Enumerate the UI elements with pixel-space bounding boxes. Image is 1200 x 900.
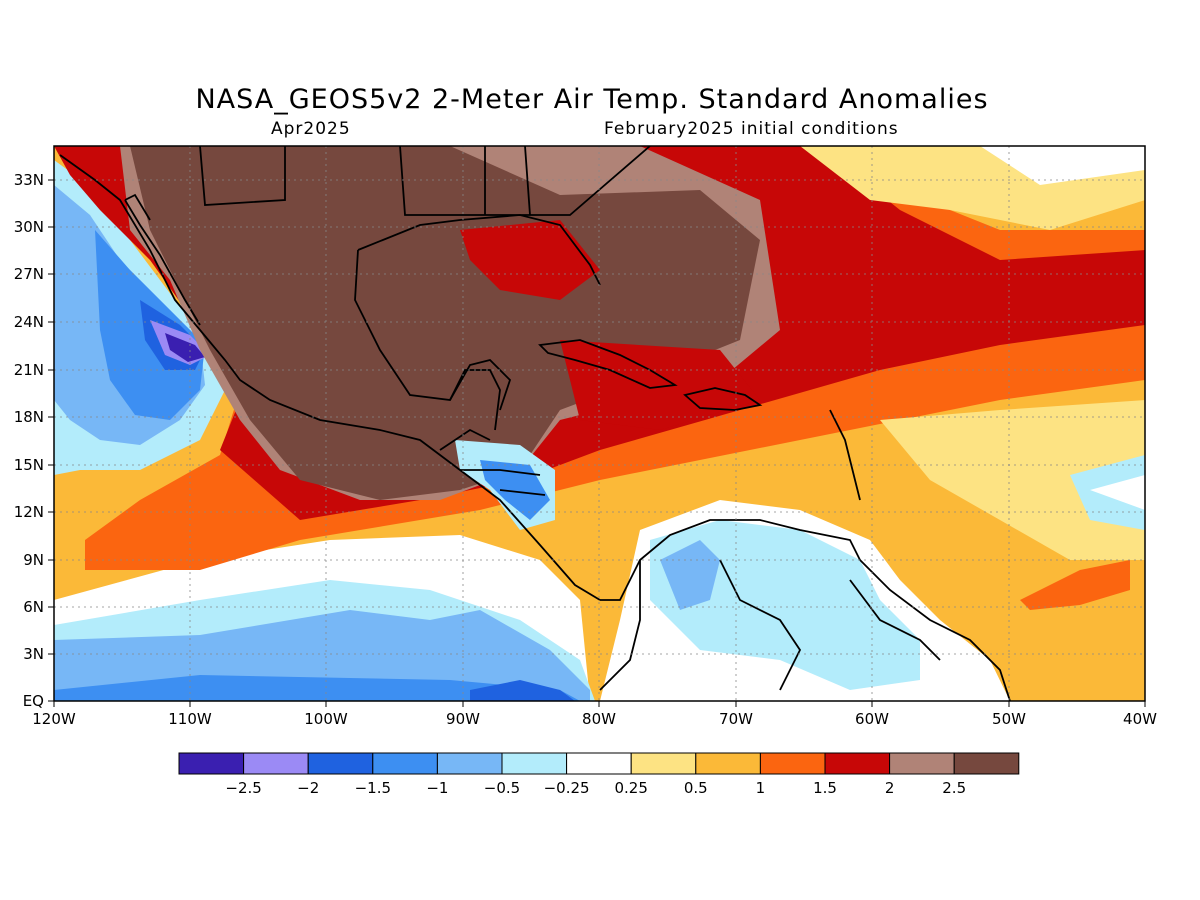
lon-label: 40W	[1123, 710, 1157, 728]
colorbar-label: 1.5	[813, 779, 837, 797]
lon-label: 100W	[304, 710, 348, 728]
initial-conditions-label: February2025 initial conditions	[604, 119, 899, 139]
lon-label: 80W	[582, 710, 616, 728]
cuba	[538, 339, 678, 389]
south-america-borders	[599, 559, 941, 691]
southern-cool-band-4	[54, 675, 580, 701]
map-title: NASA_GEOS5v2 2-Meter Air Temp. Standard …	[195, 84, 989, 115]
colorbar-swatch	[436, 752, 503, 775]
colorbar-swatch	[372, 752, 438, 775]
lon-label: 120W	[32, 710, 76, 728]
lat-label: EQ	[23, 692, 44, 710]
latitude-labels: EQ 3N 6N 9N 12N 15N 18N 21N 24N 27N 30N …	[14, 171, 44, 710]
atlantic-warm-band	[880, 400, 1145, 560]
lon-label: 90W	[446, 710, 480, 728]
forecast-month-label: Apr2025	[271, 119, 351, 139]
pacific-coldest-spot	[165, 333, 205, 362]
gulf-hot-patch	[460, 220, 600, 300]
colorbar-swatch	[178, 752, 245, 775]
colorbar-swatch	[953, 752, 1020, 775]
axis-ticks	[48, 179, 1146, 707]
south-america-cool-2	[660, 540, 720, 610]
lat-label: 12N	[14, 503, 44, 521]
gridlines	[54, 146, 1145, 701]
lat-label: 33N	[14, 171, 44, 189]
colorbar-swatch	[501, 752, 568, 775]
lon-label: 70W	[719, 710, 753, 728]
colorbar-swatch	[889, 752, 955, 775]
lat-label: 15N	[14, 456, 44, 474]
yucatan	[449, 359, 512, 411]
colorbar-label: −0.25	[544, 779, 590, 797]
colorbar-swatch	[630, 752, 697, 775]
colorbar-label: 0.25	[614, 779, 647, 797]
colorbar-swatch	[566, 752, 632, 775]
south-america-coast	[600, 519, 1011, 701]
lon-label: 60W	[855, 710, 889, 728]
anomaly-field	[54, 146, 1145, 701]
colorbar-swatch	[824, 752, 891, 775]
mexico-pacific-coast	[59, 154, 601, 601]
lon-label: 50W	[992, 710, 1026, 728]
mexico-extreme-hot	[130, 146, 760, 500]
atlantic-neutral-patch	[980, 146, 1145, 185]
lat-label: 27N	[14, 265, 44, 283]
colorbar-label: 2	[885, 779, 895, 797]
colorbar-labels: −2.5 −2 −1.5 −1 −0.5 −0.25 0.25 0.5 1 1.5 2 2.5	[225, 779, 966, 797]
lat-label: 3N	[23, 645, 44, 663]
colorbar-label: −2	[297, 779, 319, 797]
central-america-cool-2	[480, 460, 550, 520]
atlantic-cool-patch-2	[1090, 475, 1145, 510]
caribbean-hot-patch	[560, 340, 760, 430]
colorbar	[178, 752, 1020, 775]
lat-label: 9N	[23, 551, 44, 569]
colorbar-label: −1.5	[355, 779, 391, 797]
lon-label: 110W	[168, 710, 212, 728]
colorbar-label: −0.5	[484, 779, 520, 797]
colorbar-swatch	[759, 752, 826, 775]
colorbar-swatch	[695, 752, 761, 775]
colorbar-swatch	[307, 752, 374, 775]
colorbar-swatch	[243, 752, 309, 775]
colorbar-label: 2.5	[942, 779, 966, 797]
us-borders	[199, 146, 651, 216]
lat-label: 24N	[14, 313, 44, 331]
lat-label: 30N	[14, 218, 44, 236]
longitude-labels: 120W 110W 100W 90W 80W 70W 60W 50W 40W	[32, 710, 1157, 728]
atlantic-orange-patch	[1020, 560, 1130, 610]
lesser-antilles	[829, 409, 861, 501]
central-america-borders	[439, 428, 546, 496]
lat-label: 6N	[23, 598, 44, 616]
colorbar-label: −2.5	[225, 779, 261, 797]
colorbar-label: 0.5	[684, 779, 708, 797]
hispaniola	[683, 387, 763, 411]
colorbar-label: 1	[756, 779, 766, 797]
colorbar-label: −1	[426, 779, 448, 797]
southern-cool-spot	[470, 680, 575, 701]
lat-label: 18N	[14, 408, 44, 426]
lat-label: 21N	[14, 361, 44, 379]
